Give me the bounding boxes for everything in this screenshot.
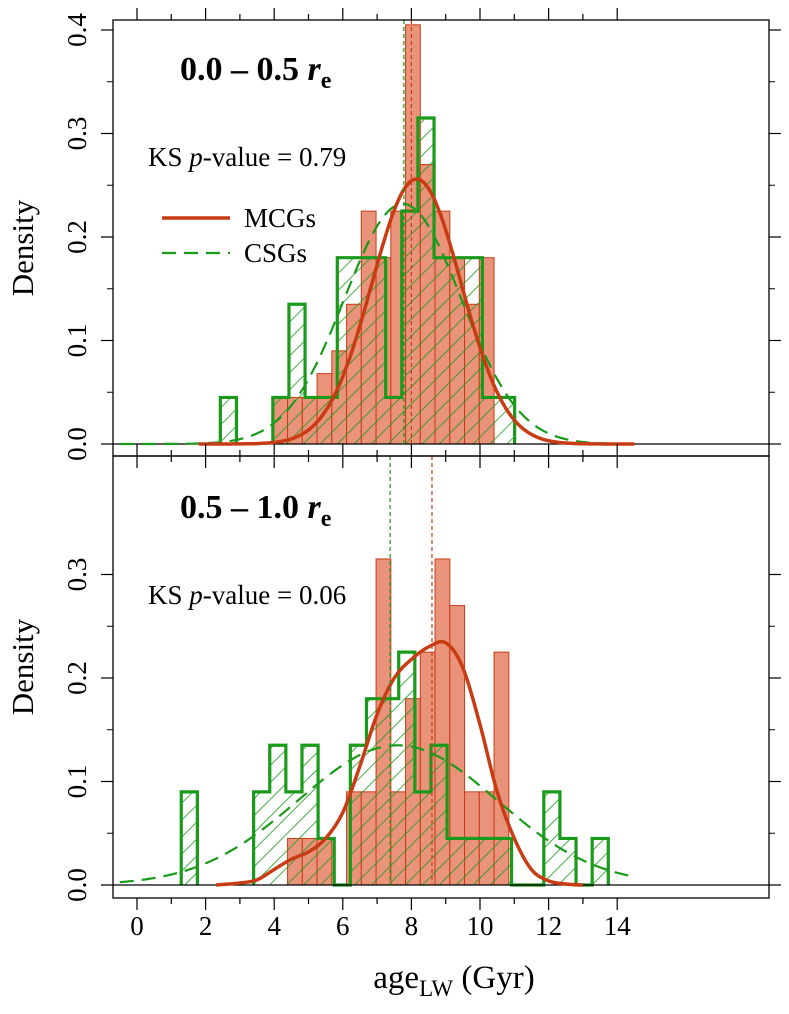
x-tick-label-2: 4 (267, 911, 281, 941)
panel-2-title-sub: e (321, 506, 332, 532)
panel-2-csg-bar-15 (479, 838, 496, 885)
panel-2-csg-bar-4 (301, 745, 319, 885)
panel-1-csg-bar-1 (272, 397, 289, 444)
panel-2-title: 0.5 – 1.0 re (180, 489, 332, 532)
x-tick-label-3: 6 (336, 911, 350, 941)
panel-1-csg-bar-8 (385, 397, 402, 444)
panel-2-csg-bar-3 (285, 791, 302, 885)
x-axis-label: ageLW (Gyr) (373, 960, 534, 1001)
panel-2-csg-bar-14 (463, 838, 480, 885)
legend: MCGs CSGs (162, 203, 316, 268)
panel-outer-radius: 0.0 0.1 0.2 0.3 (62, 455, 781, 910)
x-tick-label-0: 0 (130, 911, 144, 941)
panel-1-csg-bar-12 (450, 257, 467, 444)
panel-1-csg-bar-9 (401, 211, 418, 444)
panel-2-csg-density-curve (119, 744, 635, 884)
x-axis-label-sub: LW (419, 976, 453, 1001)
panel-2-csg-bar-22 (592, 838, 609, 885)
panel-1-csg-bar-14 (482, 397, 499, 444)
x-axis-label-main: age (373, 960, 419, 996)
panel-2-y-tick-label-2: 0.2 (62, 661, 92, 695)
panel-2-ks-p: p (187, 580, 203, 610)
panel-2-csg-bar-16 (495, 838, 512, 885)
x-tick-labels: 0 2 4 6 8 10 12 14 (130, 911, 631, 941)
panel-inner-radius: 0.0 0.1 0.2 0.3 0.4 (62, 8, 781, 468)
panel-1-title-sub: e (321, 68, 332, 94)
panel-1-title-range: 0.0 – 0.5 (180, 51, 308, 88)
x-axis-label-unit: (Gyr) (453, 960, 535, 996)
panel-1-y-tick-label-1: 0.1 (62, 324, 92, 358)
panel-2-ks-value: -value = 0.06 (203, 580, 346, 610)
panel-1-csg-bar-3 (305, 397, 322, 444)
panel-1-csg-hist-outline (218, 116, 517, 444)
panel-2-csg-bar-2 (269, 745, 286, 885)
panel-2-y-axis-label: Density (5, 618, 40, 715)
x-tick-label-1: 2 (199, 911, 213, 941)
panel-1-csg-bar-11 (434, 257, 451, 444)
legend-mcg-label: MCGs (244, 203, 316, 233)
panel-2-csg-bar-1 (253, 791, 270, 885)
panel-1-csg-bar-7 (369, 257, 386, 444)
panel-1-ks-annotation: KS p-value = 0.79 (148, 142, 346, 172)
panel-1-csg-bar-0 (220, 397, 237, 444)
panel-2-csg-bar-11 (414, 791, 431, 885)
panel-1-csg-density-curve (119, 202, 635, 446)
panel-2-csg-bar-19 (543, 791, 560, 885)
panel-2-csg-bar-5 (318, 838, 335, 885)
panel-2-csg-bar-20 (559, 838, 577, 885)
panel-1-mcg-density-curve (198, 177, 635, 446)
panel-1-csg-bar-10 (417, 117, 435, 444)
panel-1-csg-bar-6 (353, 257, 370, 444)
panel-2-csg-hist-outline (179, 650, 610, 887)
panel-1-csg-bar-15 (498, 397, 515, 444)
panel-2-csg-bar-13 (447, 838, 464, 885)
panel-2-csg-bar-10 (398, 652, 415, 885)
panel-1-y-tick-label-4: 0.4 (62, 13, 92, 47)
panel-2-y-tick-label-0: 0.0 (62, 868, 92, 902)
panel-2-y-tick-label-3: 0.3 (62, 558, 92, 592)
panel-2-y-tick-label-1: 0.1 (62, 765, 92, 799)
panel-2-csg-bar-8 (366, 698, 383, 885)
panel-2-ks-prefix: KS (148, 580, 189, 610)
panel-2-csg-bar-0 (181, 791, 198, 885)
panel-1-ks-p: p (187, 142, 203, 172)
panel-2-ks-annotation: KS p-value = 0.06 (148, 580, 346, 610)
x-tick-label-4: 8 (405, 911, 419, 941)
x-tick-label-7: 14 (604, 911, 632, 941)
panel-1-csg-bar-2 (288, 304, 306, 444)
panel-1-ks-prefix: KS (148, 142, 189, 172)
panel-1-y-tick-label-0: 0.0 (62, 427, 92, 461)
panel-1-title: 0.0 – 0.5 re (180, 51, 332, 94)
panel-2-mcg-density-curve (215, 639, 584, 887)
panel-2-title-r: r (308, 489, 322, 526)
legend-csg-label: CSGs (244, 238, 307, 268)
panel-2-csg-bar-12 (430, 745, 448, 885)
panel-1-y-tick-label-2: 0.2 (62, 220, 92, 254)
x-tick-label-5: 10 (467, 911, 494, 941)
panel-1-y-tick-label-3: 0.3 (62, 117, 92, 151)
panel-1-ks-value: -value = 0.79 (203, 142, 346, 172)
panel-2-title-range: 0.5 – 1.0 (180, 489, 308, 526)
panel-1-title-r: r (308, 51, 322, 88)
x-tick-label-6: 12 (535, 911, 562, 941)
panel-1-y-axis-label: Density (5, 199, 40, 296)
panel-1-csg-bar-13 (466, 257, 483, 444)
panel-2-frame (112, 455, 770, 899)
